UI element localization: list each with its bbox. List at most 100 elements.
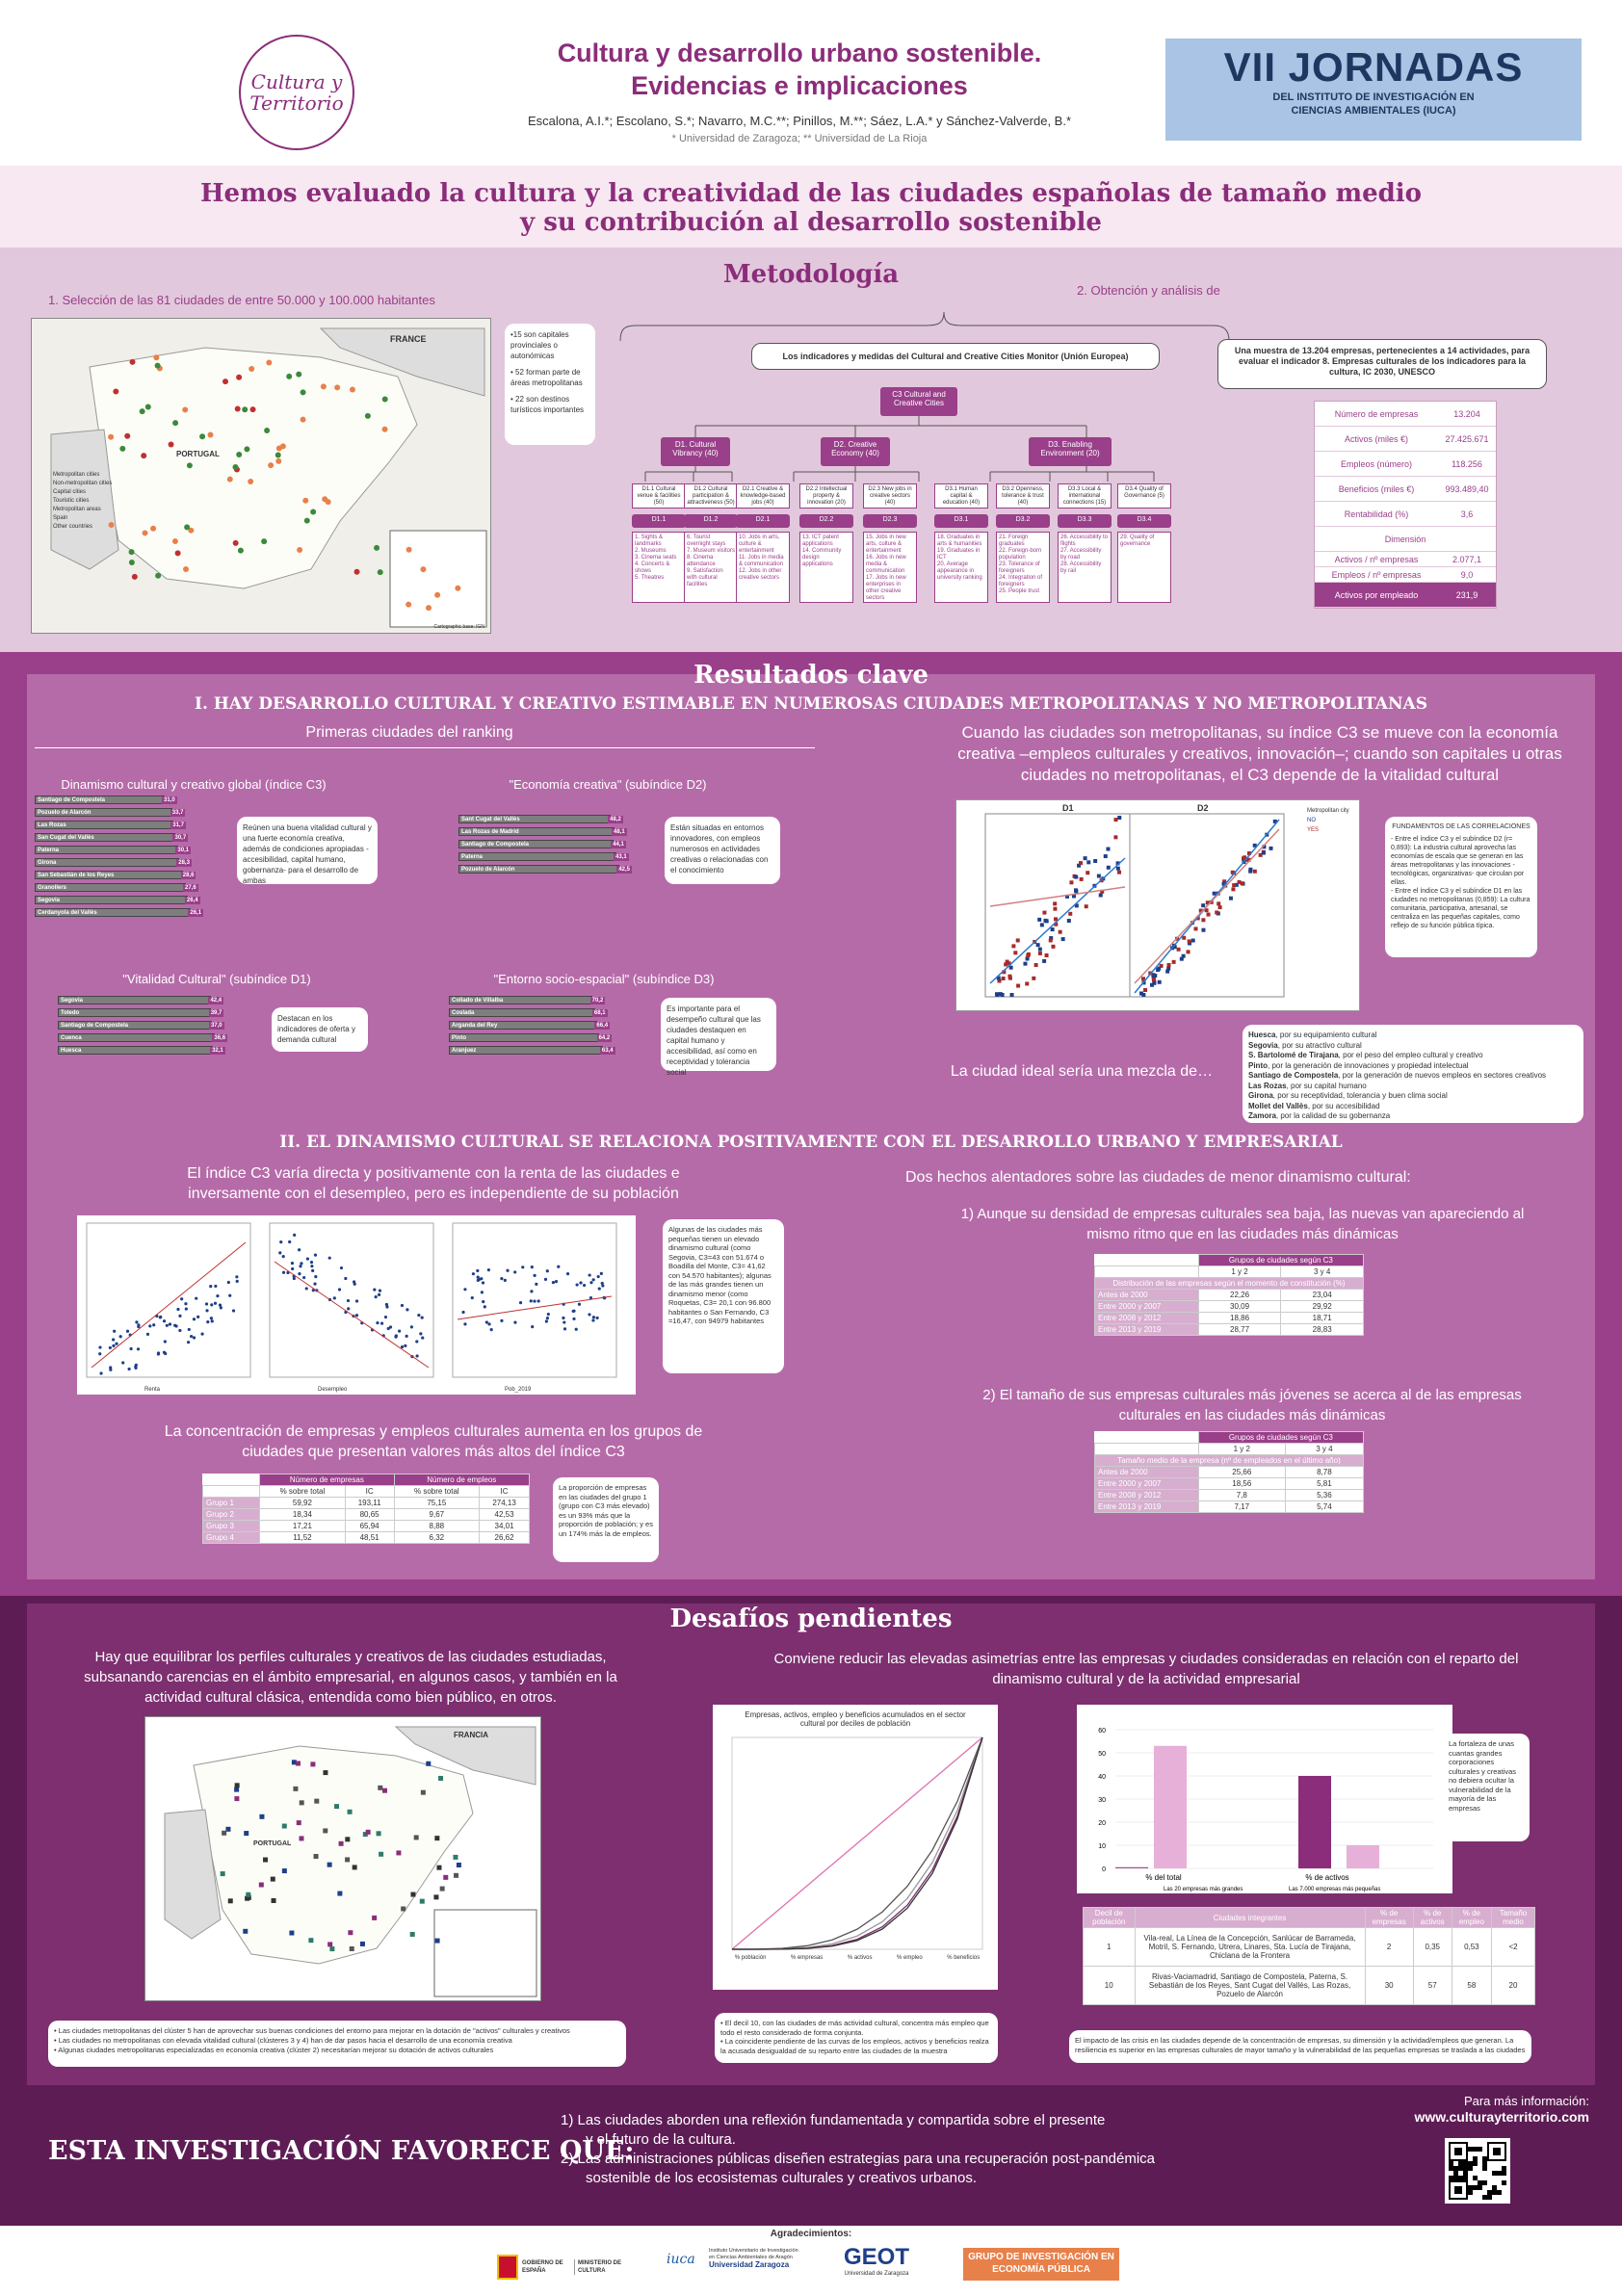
scatter-point <box>1166 962 1171 967</box>
map-city-dot <box>381 426 388 432</box>
scatter-point <box>503 1278 507 1282</box>
ranking-bar: Santiago de Compostela 44,1 <box>458 840 626 848</box>
scatter-point <box>572 1317 576 1321</box>
map-city-dot <box>232 539 239 546</box>
correlations-text: - Entre el índice C3 y el subíndice D2 (… <box>1391 836 1530 929</box>
table-cell: 8,88 <box>393 1520 481 1532</box>
table-cell: Grupo 4 <box>201 1531 261 1544</box>
scatter-point <box>1240 881 1244 886</box>
scatter-point <box>400 1303 405 1308</box>
scatter-point <box>112 1338 116 1342</box>
table-cell: 17,21 <box>259 1520 346 1532</box>
table-cell: 30 <box>1364 1966 1414 2005</box>
scatter-point <box>463 1322 467 1326</box>
cluster-city-marker <box>443 1874 449 1880</box>
scatter-point <box>385 1305 389 1309</box>
scatter-point <box>1143 987 1148 992</box>
table-cell: 11,52 <box>259 1531 346 1544</box>
bar-legend: Las 20 empresas más grandes <box>1164 1887 1243 1892</box>
scatter-point <box>996 976 1001 980</box>
stats-row: Dimensión <box>1315 527 1496 552</box>
scatter-point <box>1182 935 1187 940</box>
scatter-point <box>99 1371 103 1375</box>
scatter-point <box>1186 950 1190 954</box>
map-city-dot <box>320 383 327 390</box>
table-cell: 7,8 <box>1197 1489 1286 1501</box>
geot-text: GEOT <box>843 2244 909 2270</box>
cluster-city-marker <box>345 1837 351 1842</box>
scatter-point <box>536 1299 540 1303</box>
ranking-bar-value: 28,3 <box>176 859 192 867</box>
group-corner <box>1095 1255 1199 1266</box>
sub-indicator-node: D3.3 Local & international connections (… <box>1058 483 1112 509</box>
size-bar <box>1298 1776 1331 1868</box>
scatter-point <box>1013 951 1018 955</box>
map-city-dot <box>381 396 388 403</box>
scatter-point <box>298 1272 301 1276</box>
scatter-point <box>291 1266 295 1271</box>
scatter-point <box>1176 947 1181 952</box>
table-cell: 48,51 <box>344 1531 395 1544</box>
table-cell: Rivas-Vaciamadrid, Santiago de Compostel… <box>1134 1966 1366 2005</box>
sub-indicator-node: D3.2 Openness, tolerance & trust (40) <box>996 483 1050 509</box>
scatter-point <box>596 1274 600 1279</box>
scatter-point <box>209 1317 213 1320</box>
qr-code[interactable] <box>1445 2138 1510 2204</box>
ranking-bar-value: 48,2 <box>608 816 623 823</box>
ideal-city-name: Zamora <box>1248 1111 1276 1120</box>
scatter-point <box>1058 929 1062 934</box>
ranking-bar-value: 63,4 <box>599 1047 615 1055</box>
scatter-point <box>1117 816 1122 820</box>
step1-title: 1. Selección de las 81 ciudades de entre… <box>48 293 435 307</box>
scatter-point <box>1039 923 1044 927</box>
scatter-point <box>374 1295 378 1299</box>
headline-line-2: y su contribución al desarrollo sostenib… <box>520 208 1102 237</box>
ranking-bar: Cuenca 36,6 <box>58 1033 228 1042</box>
scatter-point <box>178 1314 182 1318</box>
step2-brace <box>619 311 1230 342</box>
scatter-point <box>1037 947 1042 952</box>
scatter-point <box>1002 970 1007 975</box>
website-link[interactable]: www.culturayterritorio.com <box>1414 2109 1589 2125</box>
group-subheader: Distribución de las empresas según el mo… <box>1094 1277 1364 1290</box>
ranking-bar-value: 44,1 <box>611 841 626 848</box>
bar-ytick: 40 <box>1098 1774 1106 1781</box>
cluster-city-marker <box>308 1938 314 1944</box>
scatter-point <box>471 1272 476 1276</box>
map-city-dot <box>150 525 157 532</box>
ideal-city-reason: , por su atractivo cultural <box>1277 1040 1362 1050</box>
map-city-dot <box>172 420 179 427</box>
scatter-point <box>1106 847 1111 851</box>
scatter-point <box>545 1269 549 1273</box>
table-cell: 28,83 <box>1280 1323 1364 1336</box>
cluster-map: FRANCIA PORTUGAL <box>144 1716 541 2001</box>
scatter-point <box>1237 879 1242 884</box>
scatter-point <box>1068 911 1073 916</box>
map-city-dot <box>108 433 115 440</box>
stats-label: Beneficios (miles €) <box>1338 483 1415 494</box>
cluster-city-marker <box>289 1930 295 1936</box>
table-row: Antes de 2000 25,66 8,78 <box>1094 1466 1365 1478</box>
scatter-point <box>354 1314 359 1318</box>
scatter-point <box>281 1270 286 1274</box>
cluster-city-marker <box>234 1783 240 1788</box>
scatter-point <box>137 1324 141 1329</box>
scatter-point <box>1198 908 1203 913</box>
map-city-dot <box>139 408 145 415</box>
geot-logo: GEOT Universidad de Zaragoza <box>828 2244 925 2277</box>
ranking-bar: Cerdanyola del Vallès 26,1 <box>35 908 204 917</box>
decile-header: Ciudades integrantes <box>1134 1907 1366 1928</box>
map-city-dot <box>119 445 126 452</box>
scatter-point <box>204 1302 209 1306</box>
results-title: Resultados clave <box>693 661 929 690</box>
ideal-city-reason: , por la calidad de su gobernanza <box>1275 1111 1391 1120</box>
table-row: Grupo 2 18,34 80,65 9,67 42,53 <box>201 1508 530 1521</box>
map-city-dot <box>248 478 254 484</box>
scatter-point <box>1053 906 1058 911</box>
scatter-point <box>310 1265 314 1268</box>
scatter-point <box>531 1325 535 1329</box>
ranking-bar: Toledo 39,7 <box>58 1008 224 1017</box>
